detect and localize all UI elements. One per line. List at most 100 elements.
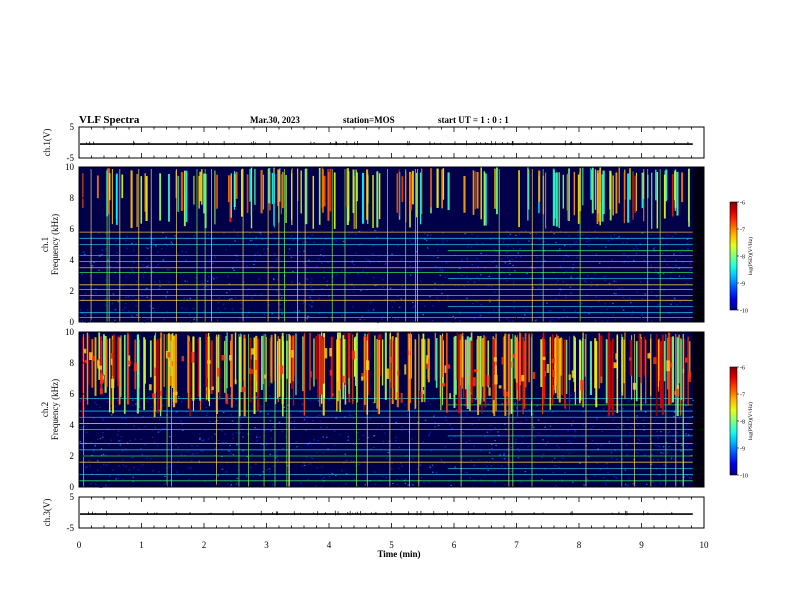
noise-speck [240, 307, 242, 310]
noise-speck [494, 260, 496, 262]
noise-speck [662, 446, 665, 448]
noise-speck [331, 472, 334, 475]
noise-speck [306, 292, 309, 294]
noise-speck [267, 233, 270, 235]
noise-speck [158, 280, 161, 282]
noise-speck [654, 420, 657, 422]
noise-speck [485, 253, 487, 256]
hot-spot [441, 383, 446, 387]
noise-speck [686, 242, 689, 245]
noise-speck [470, 246, 472, 248]
hot-spot [250, 348, 252, 360]
noise-speck [295, 441, 297, 443]
noise-speck [507, 263, 510, 265]
noise-speck [94, 445, 96, 447]
noise-speck [233, 229, 235, 231]
noise-speck [426, 247, 429, 249]
noise-speck [158, 287, 160, 290]
noise-speck [311, 301, 313, 303]
noise-speck [622, 242, 624, 244]
noise-speck [353, 461, 355, 463]
noise-speck [122, 450, 124, 452]
noise-speck [433, 287, 436, 289]
noise-speck [293, 310, 296, 313]
noise-speck [276, 451, 278, 453]
noise-speck [595, 253, 598, 256]
noise-speck [486, 461, 489, 463]
noise-speck [323, 476, 326, 479]
noise-speck [551, 319, 553, 321]
noise-speck [686, 282, 688, 284]
noise-speck [461, 456, 463, 458]
noise-speck [310, 299, 312, 301]
noise-speck [106, 401, 108, 403]
noise-speck [444, 446, 447, 448]
noise-speck [400, 259, 403, 261]
hot-spot [494, 374, 498, 385]
noise-speck [488, 275, 491, 278]
noise-speck [480, 303, 482, 306]
noise-speck [260, 293, 262, 296]
noise-speck [284, 286, 286, 288]
noise-speck [587, 481, 590, 483]
noise-speck [199, 450, 202, 452]
noise-speck [191, 453, 194, 455]
noise-speck [348, 283, 351, 285]
noise-speck [207, 286, 209, 288]
noise-speck [159, 281, 161, 283]
noise-speck [429, 465, 431, 467]
noise-speck [424, 233, 426, 235]
noise-speck [636, 247, 639, 249]
noise-speck [374, 483, 377, 485]
noise-speck [509, 233, 512, 235]
noise-speck [291, 281, 293, 283]
noise-speck [621, 287, 624, 289]
noise-speck [332, 239, 334, 241]
noise-speck [576, 276, 579, 279]
noise-speck [585, 281, 587, 283]
noise-speck [93, 261, 95, 263]
noise-speck [83, 251, 85, 254]
noise-speck [442, 283, 444, 285]
noise-speck [569, 441, 572, 443]
noise-speck [450, 484, 452, 486]
noise-speck [181, 250, 184, 252]
noise-speck [668, 431, 671, 433]
noise-speck [323, 271, 325, 273]
noise-speck [479, 274, 482, 276]
hot-spot [251, 369, 255, 374]
noise-speck [441, 292, 443, 295]
noise-speck [654, 444, 657, 447]
noise-speck [218, 297, 220, 299]
noise-speck [146, 287, 148, 290]
noise-speck [309, 400, 312, 402]
noise-speck [313, 439, 315, 441]
y-tick-label: 5 [70, 492, 75, 502]
noise-speck [415, 269, 418, 272]
noise-speck [293, 238, 295, 240]
noise-speck [616, 477, 618, 479]
hot-spot [511, 354, 516, 359]
station-label: station=MOS [343, 115, 395, 125]
noise-speck [355, 465, 357, 467]
noise-speck [373, 471, 376, 473]
noise-speck [633, 248, 635, 250]
noise-speck [225, 249, 228, 251]
noise-speck [602, 276, 605, 278]
noise-speck [221, 441, 224, 443]
noise-speck [567, 440, 569, 442]
noise-speck [515, 234, 517, 236]
hot-spot [207, 360, 211, 364]
noise-speck [488, 298, 491, 301]
noise-speck [319, 420, 321, 422]
noise-speck [226, 462, 229, 464]
noise-speck [184, 280, 187, 282]
noise-speck [425, 239, 428, 241]
noise-speck [106, 396, 108, 398]
noise-speck [544, 260, 546, 262]
hot-spot [324, 348, 328, 359]
noise-speck [89, 275, 92, 277]
hot-spot [154, 367, 157, 376]
noise-speck [221, 468, 224, 470]
noise-speck [603, 477, 605, 479]
